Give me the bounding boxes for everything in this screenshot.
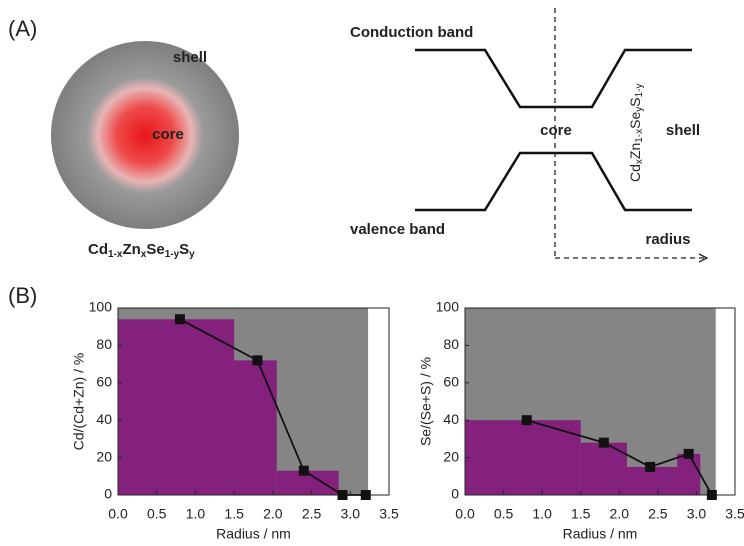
data-marker <box>707 490 717 500</box>
x-tick-label: 3.0 <box>341 506 361 522</box>
formula-part: S <box>627 97 643 106</box>
data-marker <box>522 415 532 425</box>
x-tick-label: 2.5 <box>302 506 322 522</box>
formula-part: S <box>179 241 189 258</box>
conduction-band-line <box>415 50 692 107</box>
valence-label: valence band <box>350 221 445 238</box>
shell-label: shell <box>666 122 700 139</box>
data-marker <box>338 490 348 500</box>
bar <box>118 319 234 495</box>
x-tick-label: 0.5 <box>494 506 514 522</box>
x-tick-label: 2.5 <box>648 506 668 522</box>
x-tick-label: 0.0 <box>108 506 128 522</box>
formula-part: Cd <box>88 241 108 258</box>
x-axis-label: Radius / nm <box>563 526 638 542</box>
formula-sub: 1-y <box>634 83 645 97</box>
data-marker <box>645 462 655 472</box>
formula-part: Se <box>627 112 643 129</box>
y-tick-label: 80 <box>443 336 459 352</box>
panel-label: (A) <box>8 16 37 41</box>
x-tick-label: 3.5 <box>725 506 744 522</box>
x-tick-label: 0.0 <box>455 506 475 522</box>
radius-label: radius <box>645 231 690 248</box>
y-tick-label: 80 <box>96 336 112 352</box>
x-tick-label: 0.5 <box>147 506 167 522</box>
y-axis-label: Se/(Se+S) / % <box>418 357 434 446</box>
x-tick-label: 3.0 <box>687 506 707 522</box>
formula-part: Cd <box>627 164 643 182</box>
formula-sub: 1-x <box>634 129 645 143</box>
y-tick-label: 40 <box>443 411 459 427</box>
y-axis-label: Cd/(Cd+Zn) / % <box>71 353 87 451</box>
valence-band-line <box>415 153 692 210</box>
shell-label: shell <box>173 49 207 66</box>
y-tick-label: 100 <box>436 299 460 315</box>
y-tick-label: 20 <box>443 448 459 464</box>
panel-label: (B) <box>8 283 37 308</box>
y-tick-label: 60 <box>96 374 112 390</box>
bar <box>234 360 277 495</box>
formula-sub: 1-y <box>165 249 180 260</box>
formula-sub: y <box>189 249 195 260</box>
y-tick-label: 0 <box>451 486 459 502</box>
core-label: core <box>152 126 184 143</box>
y-tick-label: 100 <box>89 299 113 315</box>
x-tick-label: 1.5 <box>571 506 591 522</box>
y-tick-label: 60 <box>443 374 459 390</box>
core-label: core <box>540 122 572 139</box>
figure: (A) shell core Cd1-xZnxSe1-ySy Conductio… <box>0 0 744 546</box>
x-tick-label: 2.0 <box>610 506 630 522</box>
bar <box>677 454 700 495</box>
y-tick-label: 20 <box>96 448 112 464</box>
formula: Cd1-xZnxSe1-ySy <box>88 241 195 260</box>
conduction-label: Conduction band <box>350 24 473 41</box>
data-marker <box>684 449 694 459</box>
formula-part: Zn <box>122 241 140 258</box>
data-marker <box>175 314 185 324</box>
formula-sub: 1-x <box>108 249 123 260</box>
x-tick-label: 1.0 <box>532 506 552 522</box>
x-tick-label: 3.5 <box>379 506 399 522</box>
data-marker <box>361 490 371 500</box>
x-tick-label: 1.0 <box>186 506 206 522</box>
x-axis-label: Radius / nm <box>216 526 291 542</box>
data-marker <box>252 355 262 365</box>
core-shell-particle <box>51 41 239 229</box>
x-tick-label: 1.5 <box>224 506 244 522</box>
y-tick-label: 40 <box>96 411 112 427</box>
formula-part: Zn <box>627 143 643 159</box>
data-marker <box>299 466 309 476</box>
formula-part: Se <box>146 241 164 258</box>
formula-vertical: CdxZn1-xSeyS1-y <box>627 83 645 182</box>
data-marker <box>599 438 609 448</box>
x-tick-label: 2.0 <box>263 506 283 522</box>
y-tick-label: 0 <box>104 486 112 502</box>
